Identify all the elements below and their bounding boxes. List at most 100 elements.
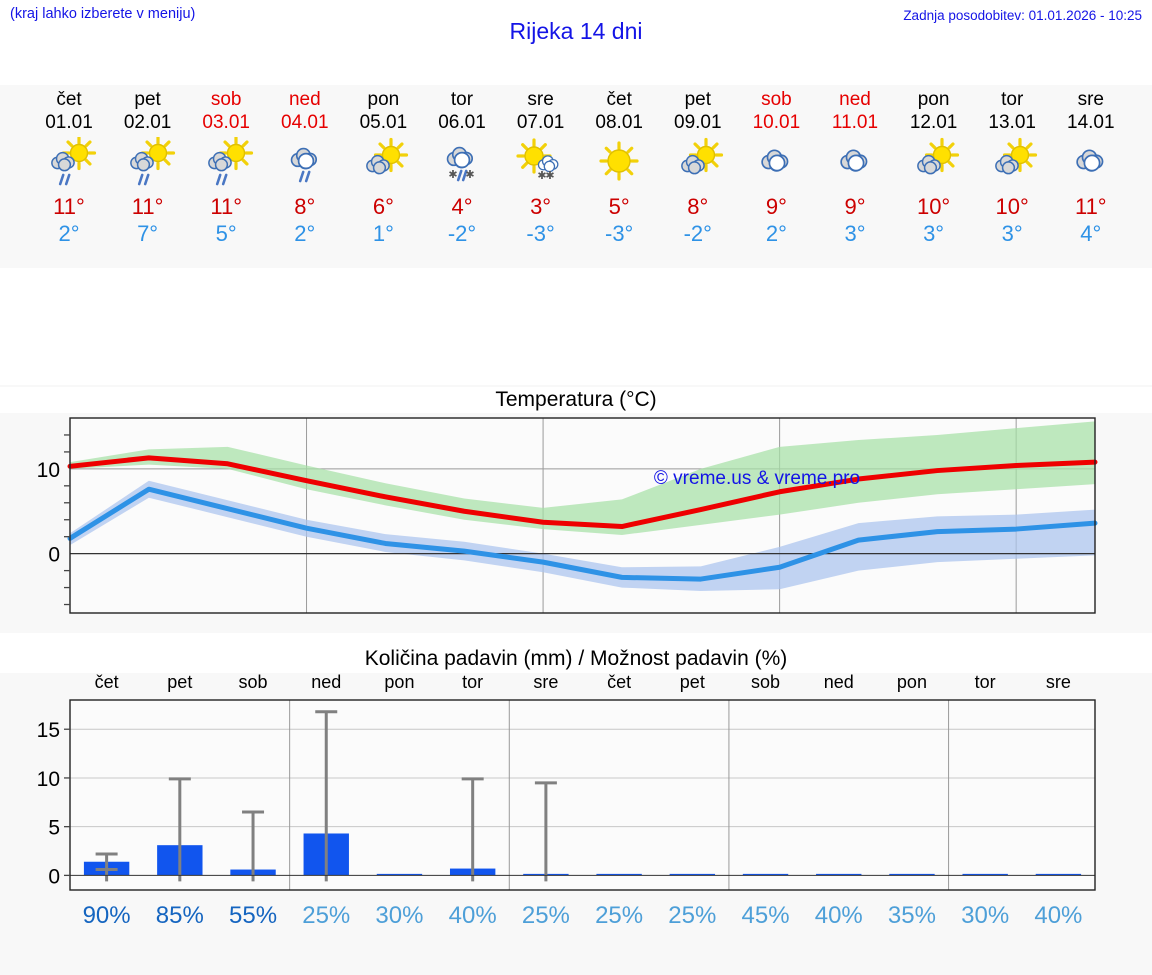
precipitation-day-label: sre: [1045, 672, 1071, 692]
forecast-temp-min: 2°: [294, 221, 316, 246]
forecast-day-date: 08.01: [595, 112, 643, 133]
temperature-chart: 0 10 © vreme.us & vreme.pro: [37, 417, 1098, 614]
forecast-temp-min: 3°: [1001, 221, 1023, 246]
precipitation-day-label: tor: [974, 672, 996, 692]
sun-icon: [580, 137, 658, 193]
forecast-day-name: pon: [367, 89, 400, 110]
forecast-strip: čet 01.01 11° 2° pet 02.01 11° 7° sob 03.01 11° 5° n…: [0, 85, 1152, 268]
forecast-temp-max: 11°: [131, 194, 164, 219]
precipitation-bar: [596, 873, 642, 876]
precipitation-bar: [669, 873, 716, 876]
forecast-day-name: sre: [1077, 89, 1104, 110]
precipitation-y-tick-label: 0: [48, 865, 60, 888]
forecast-day-name: čet: [56, 89, 82, 110]
forecast-temp-max: 6°: [372, 194, 394, 219]
precipitation-chart-title: Količina padavin (mm) / Možnost padavin …: [0, 645, 1152, 673]
precipitation-probability-label: 25%: [302, 902, 351, 929]
forecast-day-date: 13.01: [988, 112, 1036, 133]
forecast-day-date: 12.01: [909, 112, 958, 133]
forecast-day-column[interactable]: pet 02.01 11° 7°: [109, 85, 187, 247]
cloud-icon: [737, 137, 815, 193]
forecast-day-name: sob: [210, 89, 242, 110]
precipitation-probability-label: 40%: [814, 902, 863, 929]
precipitation-probability-label: 35%: [887, 902, 936, 929]
precipitation-probability-label: 45%: [741, 902, 790, 929]
precipitation-probability-label: 40%: [1034, 902, 1083, 929]
precipitation-error-bar: [461, 777, 484, 882]
forecast-day-column[interactable]: pon 12.01 10° 3°: [895, 85, 973, 247]
precipitation-y-tick-label: 15: [37, 719, 60, 742]
forecast-day-column[interactable]: tor 06.01 ✱ ✱ 4° -2°: [423, 85, 501, 247]
precipitation-probability-label: 25%: [668, 902, 717, 929]
temperature-chart-title: Temperatura (°C): [0, 387, 1152, 413]
forecast-day-column[interactable]: sob 10.01 9° 2°: [737, 85, 815, 247]
temperature-series-line-0: [67, 455, 1098, 530]
forecast-temp-min: 3°: [923, 221, 945, 246]
forecast-day-date: 02.01: [123, 112, 172, 133]
precipitation-error-bar: [534, 781, 557, 882]
forecast-day-column[interactable]: pon 05.01 6° 1°: [344, 85, 422, 247]
forecast-temp-max: 11°: [210, 194, 242, 219]
location-hint: (kraj lahko izberete v meniju): [10, 6, 196, 22]
cloud-sun-rain-icon: [30, 137, 108, 193]
forecast-day-date: 01.01: [45, 112, 93, 133]
cloud-icon: [816, 137, 894, 193]
cloud-sun-icon: [344, 137, 422, 193]
forecast-day-name: sob: [761, 89, 792, 110]
precipitation-probability-label: 25%: [521, 902, 570, 929]
precipitation-error-bar: [242, 810, 265, 882]
precipitation-day-label: ned: [311, 672, 342, 692]
cloud-rain-snow-icon: ✱ ✱: [423, 137, 501, 193]
sun-cloud-snow-icon: ✱ ✱: [502, 137, 580, 193]
forecast-day-column[interactable]: tor 13.01 10° 3°: [973, 85, 1051, 247]
forecast-temp-max: 5°: [608, 194, 630, 219]
forecast-temp-max: 10°: [995, 194, 1029, 219]
svg-text:✱: ✱: [545, 170, 554, 182]
precipitation-day-label: pon: [896, 672, 927, 692]
cloud-rain-icon: [266, 137, 344, 193]
forecast-temp-max: 11°: [1074, 194, 1107, 219]
cloud-sun-icon: [895, 137, 973, 193]
precipitation-chart: 0 5 10 15: [37, 699, 1096, 891]
forecast-day-date: 04.01: [281, 112, 329, 133]
forecast-day-column[interactable]: čet 01.01 11° 2°: [30, 85, 108, 247]
precipitation-error-bar: [95, 852, 118, 882]
forecast-temp-min: -2°: [683, 221, 712, 246]
forecast-day-column[interactable]: ned 04.01 8° 2°: [266, 85, 344, 247]
precipitation-probability-label: 30%: [375, 902, 424, 929]
precipitation-day-label: pon: [384, 672, 415, 692]
forecast-day-name: ned: [288, 89, 321, 110]
forecast-day-column[interactable]: sob 03.01 11° 5°: [187, 85, 265, 247]
precipitation-day-label: čet: [607, 672, 632, 692]
forecast-day-column[interactable]: čet 08.01 5° -3°: [580, 85, 658, 247]
precipitation-probability-label: 55%: [229, 902, 278, 929]
svg-text:✱: ✱: [537, 170, 546, 182]
precipitation-day-label: ned: [823, 672, 854, 692]
forecast-day-column[interactable]: pet 09.01 8° -2°: [659, 85, 737, 247]
forecast-day-column[interactable]: ned 11.01 9° 3°: [816, 85, 894, 247]
precipitation-y-tick-label: 5: [48, 817, 60, 840]
precipitation-bar: [1035, 873, 1082, 876]
cloud-sun-icon: [973, 137, 1051, 193]
precipitation-day-label: sob: [238, 672, 268, 692]
forecast-day-column[interactable]: sre 07.01 ✱ ✱ 3° -3°: [502, 85, 580, 247]
precipitation-bar: [962, 873, 1008, 876]
precipitation-probability-label: 90%: [82, 902, 131, 929]
precipitation-chart-panel: Količina padavin (mm) / Možnost padavin …: [0, 645, 1152, 975]
forecast-temp-min: 2°: [765, 221, 787, 246]
forecast-day-date: 10.01: [752, 112, 801, 133]
forecast-temp-min: -3°: [526, 221, 555, 246]
forecast-day-date: 06.01: [438, 112, 486, 133]
forecast-temp-min: 3°: [844, 221, 866, 246]
forecast-temp-min: 4°: [1080, 221, 1102, 246]
temperature-series-line-1: [67, 486, 1098, 582]
temperature-chart-panel: Temperatura (°C) 0 10 © vreme.us & vreme.p…: [0, 385, 1152, 633]
spacer-2: [0, 633, 1152, 645]
forecast-day-date: 03.01: [202, 112, 250, 133]
forecast-temp-max: 8°: [687, 194, 709, 219]
forecast-temp-max: 4°: [451, 194, 473, 219]
forecast-day-column[interactable]: sre 14.01 11° 4°: [1052, 85, 1130, 247]
svg-text:✱: ✱: [465, 169, 474, 181]
forecast-temp-max: 10°: [916, 194, 951, 219]
forecast-day-name: pon: [917, 89, 950, 110]
